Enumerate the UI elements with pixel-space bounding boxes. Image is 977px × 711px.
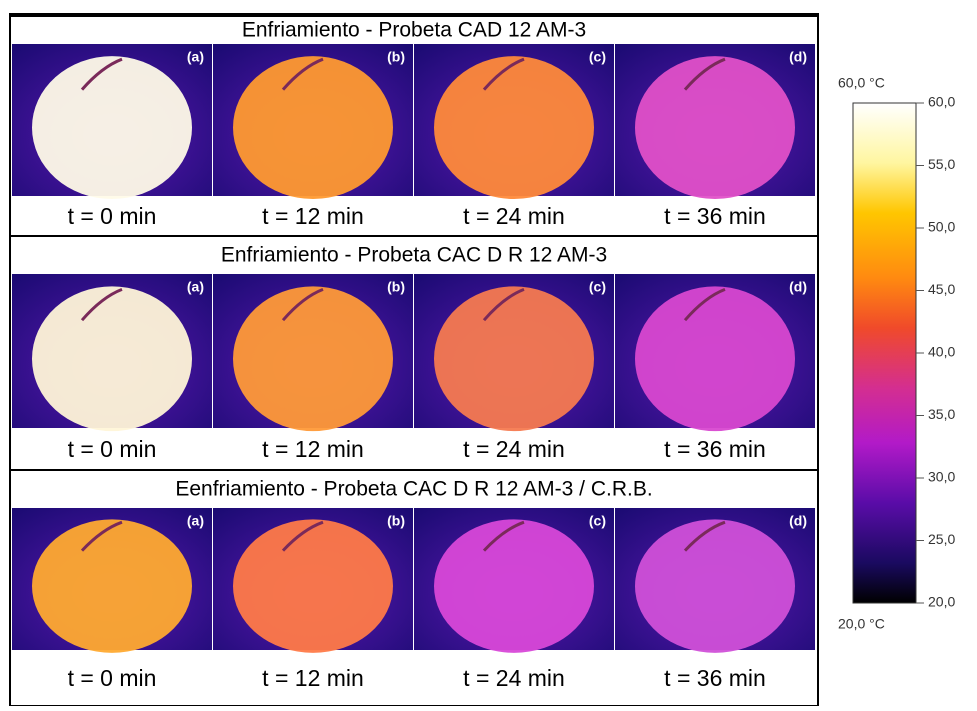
colorbar-top-label: 60,0 °C [838, 75, 885, 91]
time-label: t = 0 min [68, 203, 157, 229]
image-tag: (d) [789, 513, 807, 529]
time-label: t = 24 min [463, 436, 565, 462]
panel-title: Enfriamiento - Probeta CAD 12 AM-3 [242, 19, 586, 42]
time-label: t = 36 min [664, 203, 766, 229]
time-label: t = 24 min [463, 203, 565, 229]
colorbar-tick-label: 55,0 [928, 156, 955, 172]
panel-title: Enfriamiento - Probeta CAC D R 12 AM-3 [221, 244, 607, 267]
colorbar-tick-label: 25,0 [928, 531, 955, 547]
time-label: t = 12 min [262, 203, 364, 229]
colorbar-tick-label: 30,0 [928, 469, 955, 485]
image-tag: (c) [589, 49, 606, 65]
colorbar-tick-label: 60,0 [928, 94, 955, 110]
specimen [434, 56, 594, 199]
specimen [32, 519, 192, 652]
time-label: t = 0 min [68, 436, 157, 462]
time-label: t = 36 min [664, 665, 766, 691]
image-tag: (b) [387, 49, 405, 65]
specimen [32, 56, 192, 199]
colorbar-bottom-label: 20,0 °C [838, 616, 885, 632]
colorbar-tick-label: 35,0 [928, 406, 955, 422]
specimen [434, 519, 594, 652]
specimen [233, 286, 393, 431]
image-tag: (d) [789, 279, 807, 295]
time-label: t = 36 min [664, 436, 766, 462]
specimen [635, 56, 795, 199]
time-label: t = 24 min [463, 665, 565, 691]
image-tag: (a) [187, 49, 204, 65]
image-tag: (b) [387, 279, 405, 295]
image-tag: (c) [589, 513, 606, 529]
specimen [635, 519, 795, 652]
colorbar-tick-label: 20,0 [928, 594, 955, 610]
specimen [32, 286, 192, 431]
specimen [635, 286, 795, 431]
specimen [233, 519, 393, 652]
specimen [233, 56, 393, 199]
image-tag: (c) [589, 279, 606, 295]
colorbar-tick-label: 50,0 [928, 219, 955, 235]
colorbar-tick-label: 45,0 [928, 281, 955, 297]
colorbar-tick-label: 40,0 [928, 344, 955, 360]
image-tag: (b) [387, 513, 405, 529]
time-label: t = 12 min [262, 665, 364, 691]
time-label: t = 12 min [262, 436, 364, 462]
image-tag: (a) [187, 513, 204, 529]
figure: 60,0 °C 20,0 °C Enfriamiento - Probeta C… [0, 0, 977, 706]
image-tag: (a) [187, 279, 204, 295]
colorbar [853, 103, 916, 603]
specimen [434, 286, 594, 431]
panel-title: Eenfriamiento - Probeta CAC D R 12 AM-3 … [175, 478, 652, 501]
image-tag: (d) [789, 49, 807, 65]
time-label: t = 0 min [68, 665, 157, 691]
